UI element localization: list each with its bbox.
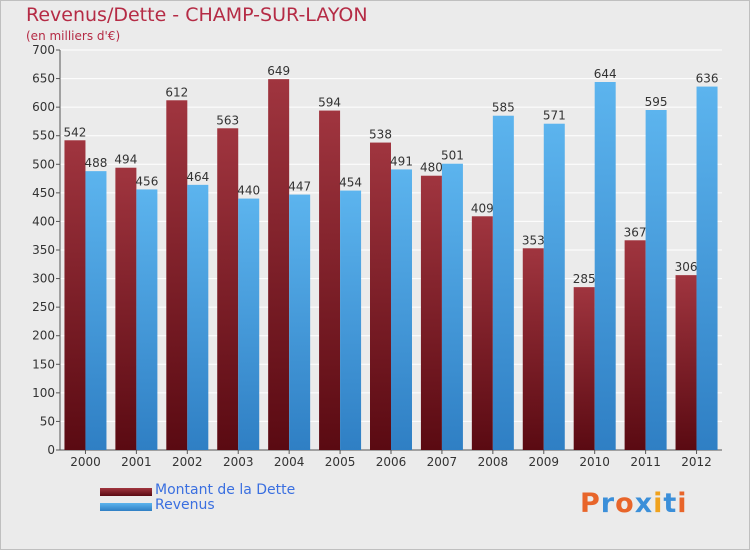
bar-debt [675, 275, 697, 450]
x-tick-label: 2006 [376, 455, 407, 469]
proxiti-logo: Proxiti [580, 488, 688, 519]
bar-revenus [441, 163, 463, 450]
data-label-revenus: 595 [645, 95, 668, 109]
x-tick-label: 2008 [478, 455, 509, 469]
data-label-revenus: 644 [594, 67, 617, 81]
bar-revenus [289, 194, 311, 450]
y-tick-label: 700 [32, 43, 55, 57]
data-label-revenus: 571 [543, 109, 566, 123]
bar-debt [573, 287, 595, 450]
logo-letter: i [653, 488, 664, 519]
data-label-revenus: 585 [492, 101, 515, 115]
data-label-revenus: 456 [135, 174, 158, 188]
bar-revenus [136, 189, 158, 450]
data-label-debt: 285 [573, 272, 596, 286]
data-label-debt: 494 [114, 153, 137, 167]
logo-letter: o [615, 488, 635, 519]
data-label-debt: 409 [471, 201, 494, 215]
legend-label-debt: Montant de la Dette [155, 482, 296, 498]
x-tick-label: 2012 [681, 455, 712, 469]
data-label-debt: 538 [369, 128, 392, 142]
bar-debt [166, 100, 188, 451]
data-label-debt: 306 [675, 260, 698, 274]
bar-debt [115, 167, 137, 450]
x-tick-label: 2002 [172, 455, 203, 469]
data-label-revenus: 491 [390, 154, 413, 168]
x-tick-label: 2011 [630, 455, 661, 469]
data-label-debt: 594 [318, 96, 341, 110]
y-tick-label: 200 [32, 329, 55, 343]
bar-debt [217, 128, 239, 451]
logo-letter: t [663, 488, 678, 519]
y-tick-label: 0 [47, 443, 55, 457]
y-tick-label: 500 [32, 157, 55, 171]
data-label-debt: 563 [216, 113, 239, 127]
data-label-revenus: 636 [696, 72, 719, 86]
x-tick-label: 2003 [223, 455, 254, 469]
data-label-revenus: 488 [85, 156, 108, 170]
data-label-revenus: 440 [237, 184, 260, 198]
data-label-debt: 480 [420, 161, 443, 175]
bar-revenus [594, 82, 616, 450]
logo-letter: r [600, 488, 616, 519]
data-label-debt: 612 [165, 85, 188, 99]
y-tick-label: 300 [32, 272, 55, 286]
y-tick-label: 150 [32, 357, 55, 371]
data-label-revenus: 464 [186, 170, 209, 184]
logo-letter: i [677, 488, 688, 519]
y-tick-label: 50 [40, 414, 55, 428]
bar-debt [64, 140, 86, 451]
data-label-revenus: 501 [441, 149, 464, 163]
bar-revenus [340, 190, 362, 451]
x-tick-label: 2005 [325, 455, 356, 469]
y-tick-label: 350 [32, 243, 55, 257]
data-label-revenus: 454 [339, 176, 362, 190]
bar-revenus [645, 110, 667, 450]
bar-revenus [696, 86, 718, 451]
bar-revenus [187, 184, 209, 450]
y-tick-label: 100 [32, 386, 55, 400]
bar-revenus [238, 198, 260, 450]
x-tick-label: 2009 [528, 455, 559, 469]
legend-swatch-debt [100, 488, 152, 496]
data-label-debt: 367 [624, 225, 647, 239]
bar-debt [319, 110, 341, 451]
bar-debt [268, 79, 290, 451]
chart-subtitle: (en milliers d'€) [26, 29, 121, 43]
y-tick-label: 600 [32, 100, 55, 114]
bar-revenus [543, 123, 565, 450]
bar-debt [624, 240, 646, 450]
x-tick-label: 2007 [427, 455, 458, 469]
y-tick-label: 400 [32, 214, 55, 228]
y-tick-label: 250 [32, 300, 55, 314]
bar-revenus [85, 171, 107, 450]
data-label-debt: 542 [64, 125, 87, 139]
y-tick-label: 650 [32, 72, 55, 86]
x-tick-label: 2004 [274, 455, 305, 469]
legend-label-revenus: Revenus [155, 497, 215, 513]
legend-swatch-revenus [100, 503, 152, 511]
data-label-revenus: 447 [288, 180, 311, 194]
y-tick-label: 550 [32, 129, 55, 143]
bar-revenus [492, 115, 514, 450]
bar-debt [370, 142, 391, 451]
x-tick-label: 2010 [579, 455, 610, 469]
bar-debt [522, 248, 544, 450]
data-label-debt: 353 [522, 233, 545, 247]
y-tick-label: 450 [32, 186, 55, 200]
data-label-debt: 649 [267, 64, 290, 78]
chart-title: Revenus/Dette - CHAMP-SUR-LAYON [26, 4, 368, 26]
x-tick-label: 2001 [121, 455, 152, 469]
bar-revenus [391, 169, 412, 450]
bar-debt [420, 175, 442, 450]
logo-letter: x [634, 488, 654, 519]
logo-letter: P [580, 488, 601, 519]
bar-debt [471, 216, 493, 450]
x-tick-label: 2000 [70, 455, 101, 469]
